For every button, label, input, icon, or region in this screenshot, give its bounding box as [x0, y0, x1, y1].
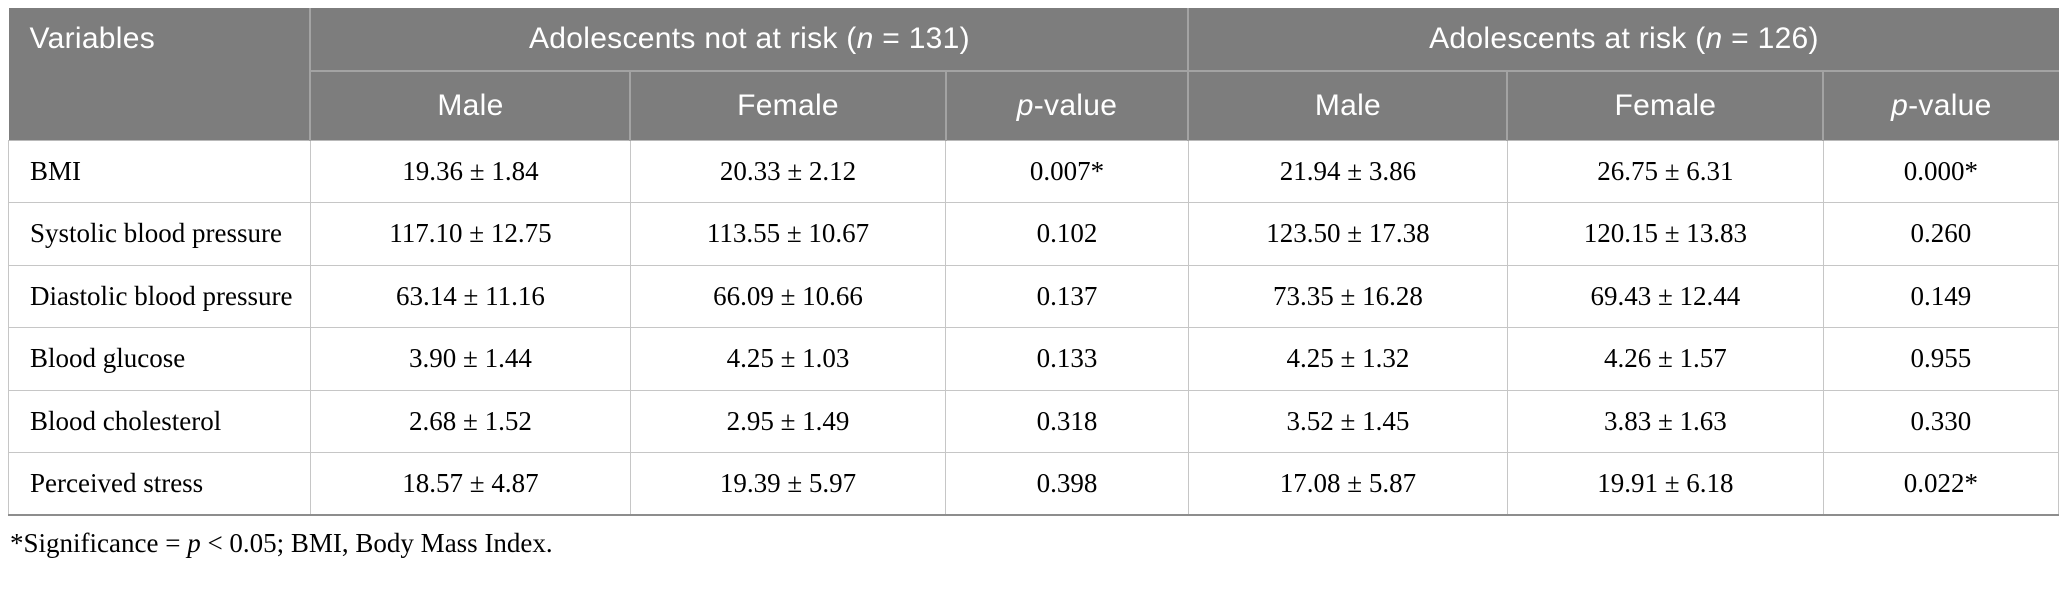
variable-label: Blood glucose [8, 327, 311, 391]
variable-label: Systolic blood pressure [8, 202, 311, 266]
table-row: Systolic blood pressure 117.10 ± 12.75 113… [8, 202, 2060, 266]
value-cell: 2.68 ± 1.52 [309, 389, 631, 453]
column-header-female-not-at-risk: Female [629, 71, 946, 141]
p-symbol: p [1891, 89, 1909, 122]
table-row: Blood cholesterol 2.68 ± 1.52 2.95 ± 1.49 0… [8, 389, 2060, 453]
variable-label: Diastolic blood pressure [8, 264, 311, 329]
column-header-pvalue-not-at-risk: p-value [944, 71, 1189, 141]
group-header-row: Variables Adolescents not at risk (n = 1… [8, 8, 2059, 141]
p-symbol: p [1016, 89, 1034, 122]
group-header-not-at-risk: Adolescents not at risk (n = 131) [309, 8, 1189, 72]
statistics-table: Variables Adolescents not at risk (n = 1… [8, 8, 2060, 517]
value-cell: 117.10 ± 12.75 [309, 202, 631, 266]
table-row: Blood glucose 3.90 ± 1.44 4.25 ± 1.03 0.133… [8, 327, 2060, 391]
value-cell: 66.09 ± 10.66 [629, 264, 947, 329]
n-symbol: n [1705, 22, 1723, 55]
value-cell: 17.08 ± 5.87 [1187, 451, 1508, 517]
p-value-suffix: -value [1033, 89, 1118, 122]
value-cell: 4.25 ± 1.32 [1187, 327, 1508, 391]
table-row: Diastolic blood pressure 63.14 ± 11.16 66.… [8, 264, 2060, 329]
value-cell: 3.90 ± 1.44 [309, 327, 631, 391]
table-header: Variables Adolescents not at risk (n = 1… [8, 8, 2059, 141]
value-cell: 0.398 [945, 451, 1189, 517]
table-footnote: *Significance = p < 0.05; BMI, Body Mass… [10, 528, 2059, 559]
group-header-n-count: = 131) [873, 22, 970, 55]
variable-label: Perceived stress [8, 451, 311, 517]
value-cell: 69.43 ± 12.44 [1506, 264, 1824, 329]
value-cell: 26.75 ± 6.31 [1506, 139, 1824, 204]
value-cell: 19.39 ± 5.97 [629, 451, 947, 517]
value-cell: 63.14 ± 11.16 [309, 264, 631, 329]
value-cell: 0.000* [1822, 139, 2060, 204]
value-cell: 2.95 ± 1.49 [629, 389, 947, 453]
value-cell: 0.137 [945, 264, 1189, 329]
value-cell: 113.55 ± 10.67 [629, 202, 947, 266]
table-row: BMI 19.36 ± 1.84 20.33 ± 2.12 0.007* 21.94 ±… [8, 139, 2060, 204]
p-symbol: p [187, 528, 201, 559]
n-symbol: n [856, 22, 874, 55]
value-cell: 4.25 ± 1.03 [629, 327, 947, 391]
value-cell: 3.83 ± 1.63 [1506, 389, 1824, 453]
value-cell: 0.330 [1822, 389, 2060, 453]
value-cell: 0.260 [1822, 202, 2060, 266]
group-header-text: Adolescents at risk ( [1429, 22, 1706, 55]
value-cell: 3.52 ± 1.45 [1187, 389, 1508, 453]
value-cell: 21.94 ± 3.86 [1187, 139, 1508, 204]
column-header-male-at-risk: Male [1187, 71, 1508, 141]
value-cell: 19.36 ± 1.84 [309, 139, 631, 204]
p-value-suffix: -value [1908, 89, 1992, 122]
sub-header-row: Male Female p-value Male Female p-value [9, 71, 2059, 141]
footnote-text: < 0.05; BMI, Body Mass Index. [200, 528, 553, 559]
group-header-n-count: = 126) [1722, 22, 1819, 55]
variable-label: BMI [8, 139, 311, 204]
value-cell: 0.149 [1822, 264, 2060, 329]
variable-label: Blood cholesterol [8, 389, 311, 453]
footnote-text: *Significance = [10, 528, 188, 559]
value-cell: 73.35 ± 16.28 [1187, 264, 1508, 329]
group-header-at-risk: Adolescents at risk (n = 126) [1187, 8, 2059, 72]
value-cell: 0.318 [945, 389, 1189, 453]
group-header-text: Adolescents not at risk ( [528, 22, 857, 55]
value-cell: 18.57 ± 4.87 [309, 451, 631, 517]
column-header-variables: Variables [8, 8, 311, 141]
value-cell: 19.91 ± 6.18 [1506, 451, 1824, 517]
value-cell: 123.50 ± 17.38 [1187, 202, 1508, 266]
column-header-male-not-at-risk: Male [309, 71, 631, 141]
value-cell: 0.007* [945, 139, 1189, 204]
table-body: BMI 19.36 ± 1.84 20.33 ± 2.12 0.007* 21.94 ±… [8, 139, 2060, 517]
value-cell: 0.022* [1822, 451, 2060, 517]
value-cell: 120.15 ± 13.83 [1506, 202, 1824, 266]
value-cell: 20.33 ± 2.12 [629, 139, 947, 204]
table-row: Perceived stress 18.57 ± 4.87 19.39 ± 5.97… [8, 451, 2060, 517]
column-header-female-at-risk: Female [1506, 71, 1824, 141]
column-header-pvalue-at-risk: p-value [1822, 71, 2059, 141]
value-cell: 0.133 [945, 327, 1189, 391]
value-cell: 0.102 [945, 202, 1189, 266]
value-cell: 4.26 ± 1.57 [1506, 327, 1824, 391]
value-cell: 0.955 [1822, 327, 2060, 391]
